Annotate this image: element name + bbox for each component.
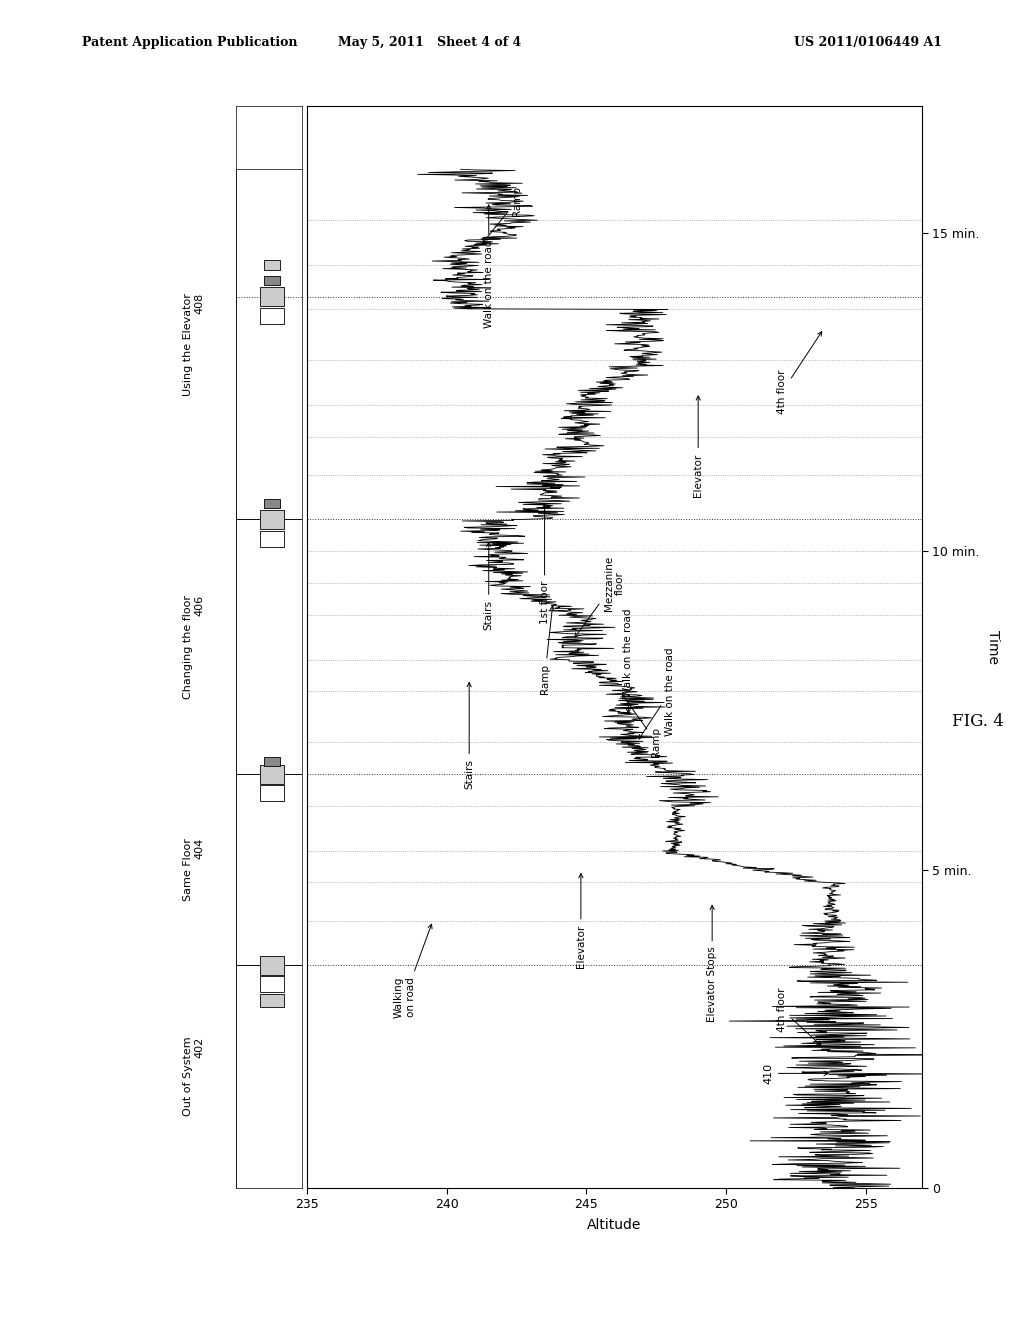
- Text: Elevator Stops: Elevator Stops: [708, 906, 717, 1022]
- Text: Walk on the road: Walk on the road: [639, 647, 675, 739]
- Bar: [260, 977, 284, 993]
- Bar: [264, 276, 281, 285]
- Text: Stairs: Stairs: [483, 543, 494, 630]
- Bar: [260, 785, 284, 801]
- Text: 1st floor: 1st floor: [540, 504, 550, 624]
- X-axis label: Altitude: Altitude: [587, 1218, 642, 1233]
- Text: Mezzanine
floor: Mezzanine floor: [574, 556, 626, 638]
- Text: Stairs: Stairs: [464, 682, 474, 789]
- Text: 4th floor: 4th floor: [777, 987, 821, 1045]
- Bar: [260, 764, 284, 784]
- Text: May 5, 2011   Sheet 4 of 4: May 5, 2011 Sheet 4 of 4: [339, 36, 521, 49]
- Text: Elevator: Elevator: [575, 874, 586, 968]
- Bar: [260, 510, 284, 529]
- Text: US 2011/0106449 A1: US 2011/0106449 A1: [794, 36, 942, 49]
- Bar: [260, 286, 284, 306]
- Bar: [260, 308, 284, 323]
- Bar: [236, 169, 302, 520]
- Bar: [264, 756, 281, 766]
- Bar: [236, 774, 302, 965]
- Bar: [260, 994, 284, 1007]
- Y-axis label: Time: Time: [986, 630, 1000, 664]
- Text: Elevator: Elevator: [693, 396, 703, 496]
- Text: Walk on the road: Walk on the road: [483, 205, 494, 329]
- Bar: [264, 260, 281, 269]
- Text: Patent Application Publication: Patent Application Publication: [82, 36, 297, 49]
- Text: Changing the floor
406: Changing the floor 406: [183, 595, 205, 698]
- Text: 4th floor: 4th floor: [777, 331, 821, 414]
- Text: Ramp: Ramp: [482, 186, 521, 243]
- Text: Ramp: Ramp: [623, 694, 662, 758]
- Text: FIG. 4: FIG. 4: [952, 713, 1005, 730]
- Text: 410: 410: [763, 1063, 828, 1084]
- Bar: [236, 520, 302, 774]
- Text: Walk on the road: Walk on the road: [624, 609, 634, 713]
- Text: Out of System
402: Out of System 402: [183, 1036, 205, 1117]
- Bar: [264, 499, 281, 508]
- Text: Same Floor
404: Same Floor 404: [183, 838, 205, 902]
- Bar: [260, 531, 284, 546]
- Bar: [236, 965, 302, 1188]
- Bar: [260, 956, 284, 974]
- Text: Using the Elevator
408: Using the Elevator 408: [183, 293, 205, 396]
- Text: Ramp: Ramp: [540, 606, 554, 693]
- Text: Walking
on road: Walking on road: [394, 924, 432, 1018]
